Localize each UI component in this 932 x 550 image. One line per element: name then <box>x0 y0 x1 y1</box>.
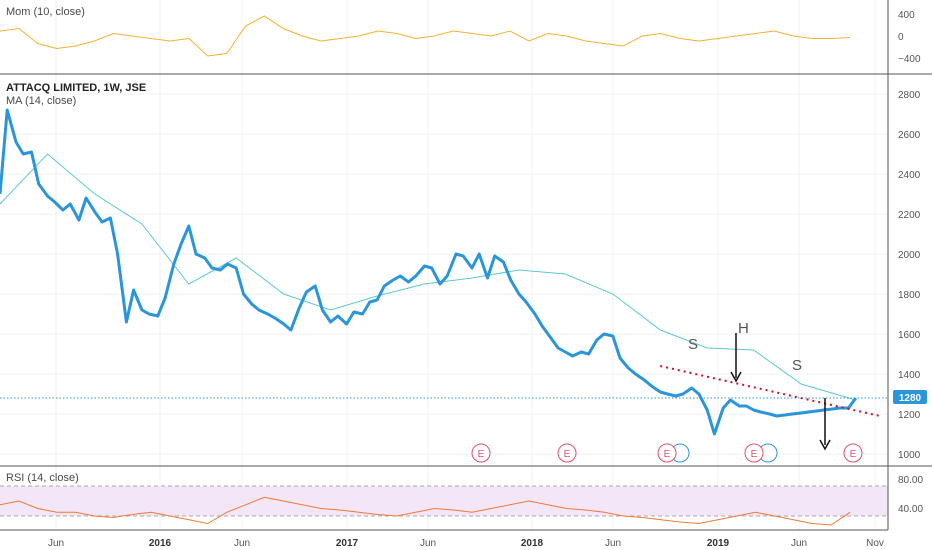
price-ytick: 2800 <box>898 90 921 101</box>
time-axis[interactable]: Jun 2016 Jun 2017 Jun 2018 Jun 2019 Jun … <box>48 538 884 549</box>
earnings-marker-label: E <box>751 449 758 460</box>
target-arrow-head <box>819 439 831 451</box>
xtick: Jun <box>48 538 64 549</box>
right-shoulder-label: S <box>792 357 802 374</box>
price-ytick: 2400 <box>898 170 921 181</box>
head-arrow-head <box>730 371 742 383</box>
xtick: 2018 <box>521 538 544 549</box>
head-arrow <box>730 333 742 383</box>
earnings-marker[interactable]: E <box>843 443 863 463</box>
mom-panel: Mom (10, close) 400 0 −400 <box>0 6 921 65</box>
rsi-label: RSI (14, close) <box>6 472 79 484</box>
earnings-marker-label: E <box>478 449 485 460</box>
left-shoulder-label: S <box>688 336 698 353</box>
neckline-trendline <box>660 365 881 417</box>
rsi-ytick-80: 80.00 <box>898 475 923 486</box>
head-label: H <box>738 320 749 337</box>
target-arrow <box>819 398 831 451</box>
price-ytick: 1800 <box>898 290 921 301</box>
earnings-marker[interactable]: E <box>471 443 491 463</box>
xtick: Jun <box>234 538 250 549</box>
earnings-marker-label: E <box>850 449 857 460</box>
symbol-title: ATTACQ LIMITED, 1W, JSE <box>6 82 146 94</box>
earnings-marker[interactable]: E <box>744 443 778 463</box>
mom-label: Mom (10, close) <box>6 6 85 18</box>
price-ytick: 1000 <box>898 450 921 461</box>
price-ytick: 1400 <box>898 370 921 381</box>
rsi-band <box>0 486 888 516</box>
earnings-marker[interactable]: E <box>557 443 577 463</box>
last-price-tag: 1280 <box>893 390 927 404</box>
mom-ytick-400: 400 <box>898 10 915 21</box>
price-panel: ATTACQ LIMITED, 1W, JSE MA (14, close) S… <box>0 82 927 463</box>
price-axis[interactable]: 2800 2600 2400 2200 2000 1800 1600 1400 … <box>898 90 921 461</box>
last-price-tag-bg <box>893 390 927 404</box>
xtick: Jun <box>605 538 621 549</box>
earnings-marker-label: E <box>564 449 571 460</box>
rsi-line <box>0 496 851 526</box>
mom-ytick-0: 0 <box>898 32 904 43</box>
price-ytick: 1600 <box>898 330 921 341</box>
price-ytick: 2000 <box>898 250 921 261</box>
rsi-ytick-40: 40.00 <box>898 504 923 515</box>
price-ytick: 1200 <box>898 410 921 421</box>
xtick: Jun <box>791 538 807 549</box>
ma-label: MA (14, close) <box>6 95 76 107</box>
grid <box>0 0 888 530</box>
price-line <box>0 108 858 436</box>
earnings-markers[interactable]: E E E E E <box>471 443 863 463</box>
mom-line <box>0 15 851 57</box>
xtick: 2017 <box>336 538 359 549</box>
ma-line <box>0 153 856 401</box>
earnings-marker[interactable]: E <box>657 443 690 463</box>
xtick: Nov <box>866 538 884 549</box>
price-ytick: 2600 <box>898 130 921 141</box>
xtick: 2019 <box>707 538 730 549</box>
earnings-marker-label: E <box>664 449 671 460</box>
price-ytick: 2200 <box>898 210 921 221</box>
mom-ytick-minus400: −400 <box>898 54 921 65</box>
xtick: Jun <box>420 538 436 549</box>
last-price-value: 1280 <box>899 393 922 404</box>
rsi-panel: RSI (14, close) 80.00 40.00 <box>0 472 923 526</box>
xtick: 2016 <box>149 538 172 549</box>
